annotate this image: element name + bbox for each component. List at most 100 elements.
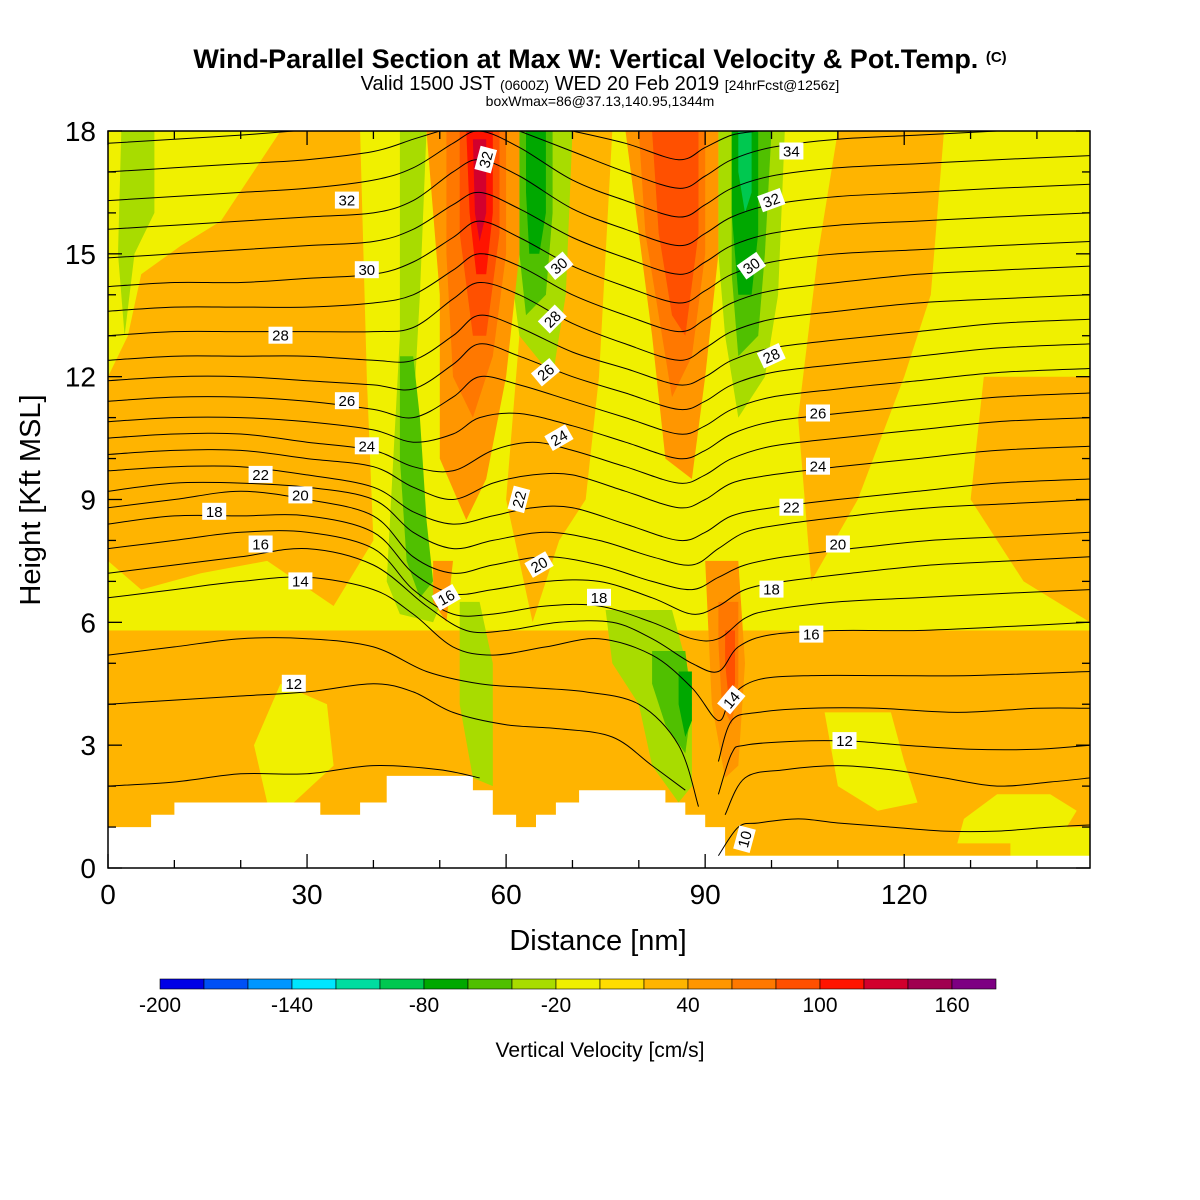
contour-label-18-14: 18 (202, 502, 227, 521)
contour-label-box (825, 535, 850, 553)
y-axis-title: Height [Kft MSL] (15, 394, 47, 605)
contour-label-24-28: 24 (806, 457, 830, 476)
colorbar-swatch-18 (951, 978, 997, 990)
contour-label-text: 24 (358, 438, 375, 455)
contour-label-26-31: 26 (530, 357, 561, 387)
isentrope-27-33 (108, 281, 1090, 361)
contour-label-box (756, 342, 786, 369)
colorbar-swatch-3 (291, 978, 337, 990)
isentrope-30-38 (108, 191, 1090, 275)
x-tick-label: 30 (291, 879, 322, 910)
contour-label-30-38: 30 (354, 261, 379, 279)
colorbar-swatch-4 (335, 978, 381, 990)
fill-region-14 (399, 356, 434, 598)
contour-label-text: 20 (292, 487, 309, 504)
forecast-info: [24hrFcst@1256z] (724, 77, 840, 93)
contour-label-box (757, 188, 786, 213)
colorbar-swatch-0 (159, 978, 205, 990)
contour-label-text: 12 (285, 676, 302, 693)
chart-title-main: Wind-Parallel Section at Max W: Vertical… (193, 44, 979, 74)
contour-label-box (334, 392, 359, 410)
isentrope-25-29 (108, 343, 1090, 411)
isentrope-33-46 (519, 131, 998, 189)
contour-label-12-3: 12 (281, 674, 306, 693)
fill-region-21 (738, 131, 752, 213)
axis-ticks: 0 30 60 90 120 0 3 6 9 12 15 18 (65, 116, 1090, 910)
contour-label-box (779, 498, 804, 516)
isentrope-24-26 (108, 368, 1090, 435)
colorbar-label: 160 (934, 994, 969, 1017)
colorbar: -200 -140 -80 -20 40 100 160 (139, 978, 997, 1017)
colorbar-swatch-15 (819, 978, 865, 990)
chart-title: Wind-Parallel Section at Max W: Vertical… (0, 44, 1200, 75)
fill-region-20 (678, 671, 692, 737)
contour-label-24-26: 24 (354, 437, 379, 455)
colorbar-swatch-1 (203, 978, 249, 990)
contour-label-16-10: 16 (248, 535, 273, 554)
y-tick-label: 15 (65, 239, 96, 270)
contour-label-text: 16 (252, 537, 269, 554)
contour-label-box (288, 486, 313, 504)
contour-label-box (354, 437, 379, 455)
isentrope-11-1 (724, 765, 1090, 816)
contour-label-box (779, 142, 804, 160)
isentrope-11-2 (108, 765, 480, 787)
colorbar-swatch-14 (775, 978, 821, 990)
y-tick-label: 0 (80, 853, 96, 884)
contour-label-text: 16 (803, 627, 820, 644)
contour-label-text: 28 (272, 328, 289, 345)
y-tick-label: 9 (80, 485, 96, 516)
isentrope-29-37 (108, 220, 1090, 304)
contour-label-box (524, 551, 554, 578)
contour-label-box (474, 145, 498, 174)
terrain-layer (108, 775, 1090, 868)
contour-label-20-20: 20 (825, 535, 850, 554)
contour-label-32-44: 32 (757, 188, 786, 213)
isentrope-22-22 (108, 417, 1090, 484)
contour-label-text: 18 (591, 590, 608, 607)
contour-label-box (288, 572, 313, 590)
contour-label-text: 30 (358, 262, 375, 279)
contour-label-box (507, 485, 531, 514)
contour-label-text: 22 (252, 467, 269, 484)
box-info: boxWmax=86@37.13,140.95,1344m (485, 93, 715, 109)
contour-label-box (799, 625, 824, 643)
fill-region-18 (526, 131, 546, 254)
contour-label-32-43: 32 (474, 145, 498, 174)
isentrope-21-21 (108, 445, 1090, 509)
colorbar-swatch-16 (863, 978, 909, 990)
contour-label-22-23: 22 (507, 485, 531, 514)
colorbar-swatch-11 (643, 978, 689, 990)
contour-label-20-19: 20 (524, 551, 554, 578)
colorbar-swatch-13 (731, 978, 777, 990)
y-tick-label: 3 (80, 730, 96, 761)
contour-label-18-15: 18 (587, 588, 611, 607)
contour-label-22-22: 22 (248, 465, 273, 484)
contour-label-text: 24 (810, 459, 827, 476)
contour-label-30-40: 30 (736, 251, 767, 280)
contour-label-text: 30 (740, 255, 763, 278)
contour-label-30-39: 30 (544, 251, 574, 280)
contour-label-text: 32 (761, 190, 782, 212)
contour-label-box (736, 251, 767, 280)
contour-label-text: 26 (810, 406, 827, 423)
contour-label-box (248, 465, 273, 483)
fill-region-31 (725, 630, 735, 696)
contour-label-box (202, 502, 227, 520)
colorbar-label: 100 (802, 994, 837, 1017)
contour-label-14-7: 14 (288, 572, 313, 590)
colorbar-swatch-6 (423, 978, 469, 990)
x-tick-label: 60 (491, 879, 522, 910)
y-tick-label: 18 (65, 116, 96, 147)
contour-label-text: 14 (292, 573, 309, 590)
isentrope-16-10 (108, 530, 1090, 642)
contour-label-26-30: 26 (334, 392, 359, 410)
contour-label-box (759, 580, 784, 598)
fill-region-30 (652, 131, 699, 336)
isentrope-12-3 (108, 683, 686, 791)
contour-label-box (587, 588, 611, 606)
contour-label-28-36: 28 (756, 342, 786, 369)
colorbar-swatch-17 (907, 978, 953, 990)
contour-label-box (268, 326, 293, 344)
